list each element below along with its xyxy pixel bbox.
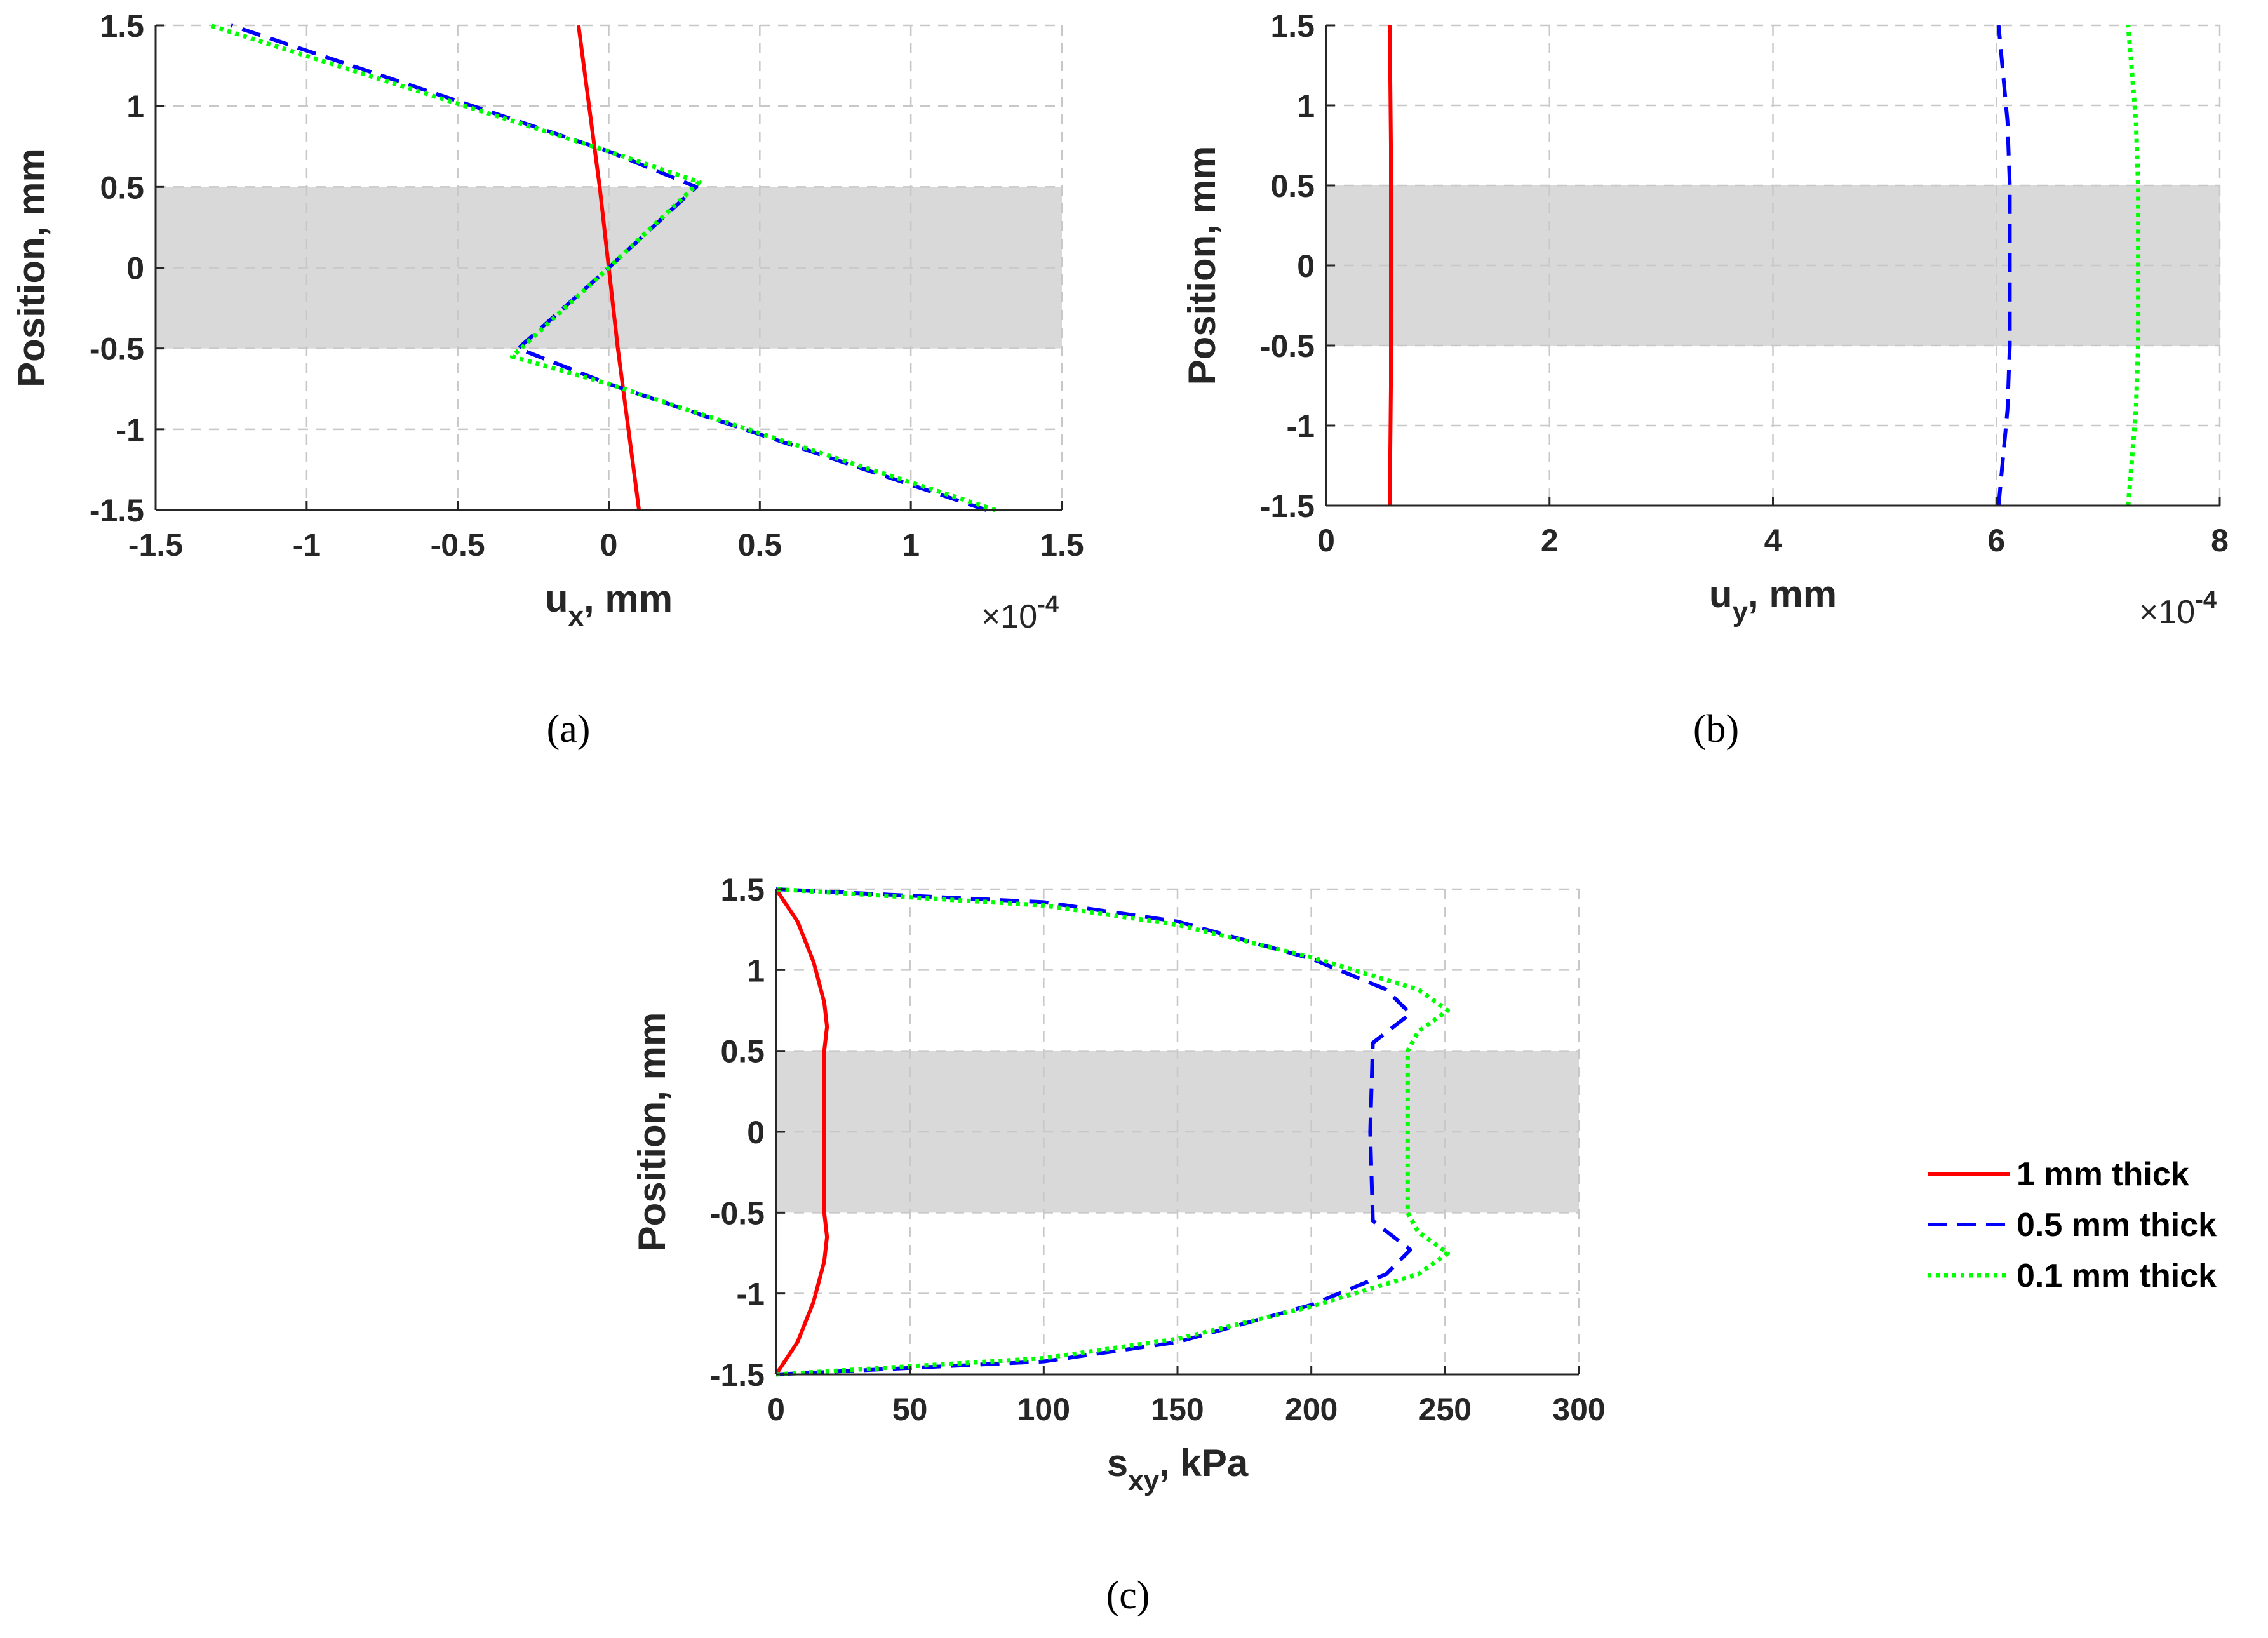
panel-b-ylabel: Position, mm [1181, 146, 1223, 386]
panel-c-xtick-label: 250 [1419, 1392, 1472, 1427]
panel-b-series-2 [1996, 25, 2012, 506]
panel-b-xtick-label: 2 [1541, 523, 1559, 558]
panel-a-xtick-label: 1 [902, 527, 920, 563]
panel-b-xtick-label: 8 [2211, 523, 2229, 558]
panel-a-xtick-label: -0.5 [431, 527, 485, 563]
panel-c-xtick-label: 50 [892, 1392, 928, 1427]
panel-b-ytick-label: -1 [1287, 408, 1315, 444]
panel-a-series-3 [209, 23, 996, 513]
panel-c-caption: (c) [1106, 1574, 1150, 1617]
panel-b-xtick-label: 4 [1764, 523, 1782, 558]
panel-c-ytick-label: 0 [747, 1115, 765, 1150]
panel-b-ytick-label: 0.5 [1270, 168, 1315, 204]
panel-c-series-1 [774, 888, 829, 1376]
panel-c-chart: (c) 0 50 100 150 200 250 300 -1.5 -1 -0.5 0 0.5 1 1.5… [631, 872, 1606, 1617]
panel-a-ytick-label: -1 [116, 412, 144, 448]
panel-c-ylabel: Position, mm [631, 1012, 673, 1252]
panel-a-ytick-label: 0.5 [100, 170, 144, 205]
panel-c-ytick-label: 0.5 [720, 1034, 765, 1070]
panel-b-multiplier: ×10-4 [2139, 587, 2217, 631]
legend: 1 mm thick 0.5 mm thick 0.1 mm thick [1896, 1140, 2261, 1312]
panel-b-series-1 [1388, 25, 1393, 506]
panel-b-series-3 [2126, 25, 2141, 506]
panel-b-caption: (b) [1693, 708, 1739, 751]
panel-a-xlabel: ux, mm [545, 577, 673, 632]
legend-box [1896, 1140, 2261, 1312]
panel-c-xtick-label: 150 [1151, 1392, 1204, 1427]
panel-b-ytick-label: -0.5 [1260, 328, 1315, 364]
panel-b-ytick-label: -1.5 [1260, 488, 1315, 524]
panel-c-xtick-label: 200 [1285, 1392, 1338, 1427]
panel-a-multiplier: ×10-4 [981, 591, 1059, 635]
legend-label-05mm: 0.5 mm thick [2016, 1207, 2217, 1244]
panel-a-ytick-label: -1.5 [90, 493, 144, 528]
panel-a-ytick-label: -0.5 [90, 332, 144, 367]
panel-b-xlabel: uy, mm [1709, 573, 1837, 628]
panel-a-ytick-label: 1 [126, 89, 144, 124]
panel-c-ytick-label: 1 [747, 953, 765, 988]
panel-a-xtick-label: 1.5 [1040, 527, 1084, 563]
panel-c-ytick-label: 1.5 [720, 872, 765, 908]
panel-a-ytick-label: 0 [126, 251, 144, 286]
panel-a-caption: (a) [547, 708, 591, 751]
panel-c-xlabel: sxy, kPa [1107, 1442, 1249, 1496]
panel-b-ytick-label: 1 [1297, 88, 1315, 124]
panel-a-xtick-label: 0.5 [738, 527, 782, 563]
panel-a-ylabel: Position, mm [10, 148, 53, 387]
panel-c-ytick-label: -1.5 [710, 1357, 765, 1393]
panel-a-xtick-label: -1.5 [128, 527, 183, 563]
panel-a-ytick-label: 1.5 [100, 8, 144, 44]
panel-c-ytick-label: -1 [737, 1277, 765, 1312]
legend-label-01mm: 0.1 mm thick [2016, 1258, 2217, 1294]
panel-c-ytick-label: -0.5 [710, 1195, 765, 1231]
panel-c-xtick-label: 0 [767, 1392, 785, 1427]
panel-b-chart: (b) 0 2 4 6 8 -1.5 -1 -0.5 0 0.5 1 1.5 Position, mm u… [1181, 8, 2229, 751]
panel-c-series-3 [775, 887, 1450, 1377]
panel-b-xtick-label: 6 [1987, 523, 2005, 558]
panel-a-xtick-label: 0 [600, 527, 618, 563]
panel-b-xtick-label: 0 [1317, 523, 1335, 558]
panel-a-xtick-label: -1 [293, 527, 321, 563]
panel-c-xtick-label: 100 [1017, 1392, 1070, 1427]
panel-b-ytick-label: 0 [1297, 248, 1315, 284]
panel-c-xtick-label: 300 [1552, 1392, 1605, 1427]
legend-label-1mm: 1 mm thick [2016, 1156, 2189, 1193]
panel-b-ytick-label: 1.5 [1270, 8, 1315, 44]
panel-a-chart: (a) -1.5 -1 -0.5 0 0.5 1 1.5 -1.5 -1 -0.5 0 0.5 1 1.5… [10, 8, 1084, 751]
